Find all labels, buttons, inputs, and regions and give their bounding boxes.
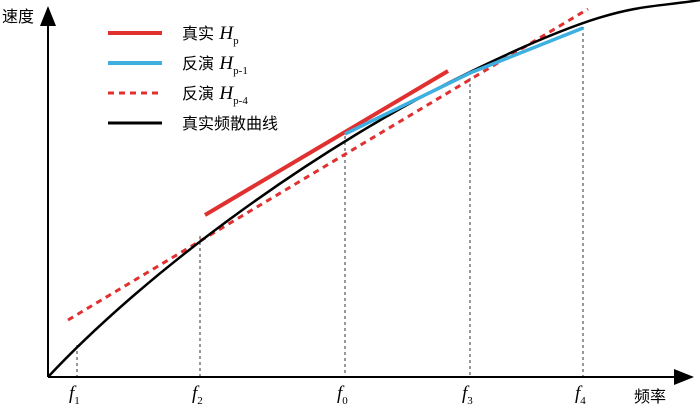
tick-label: f4 <box>575 383 586 407</box>
legend: 真实 Hp 反演 Hp-1 反演 Hp-4 真实频散曲线 <box>108 23 278 133</box>
legend-entry: 反演 Hp-4 <box>182 83 248 107</box>
dashed-line <box>67 7 589 322</box>
red-line <box>203 69 450 217</box>
legend-entry: 真实频散曲线 <box>182 114 278 133</box>
tick-label: f3 <box>462 383 473 407</box>
legend-entry: 反演 Hp-1 <box>182 53 248 77</box>
tick-label: f2 <box>192 383 203 407</box>
blue-line <box>344 26 584 136</box>
tick-label: f0 <box>337 383 348 407</box>
tick-labels: f1 f2 f0 f3 f4 <box>69 383 586 407</box>
curve <box>47 0 700 378</box>
y-label: 速度 <box>2 7 34 26</box>
tick-label: f1 <box>69 383 80 407</box>
guides <box>76 27 584 377</box>
x-label: 频率 <box>634 387 666 406</box>
legend-entry: 真实 Hp <box>182 23 239 47</box>
